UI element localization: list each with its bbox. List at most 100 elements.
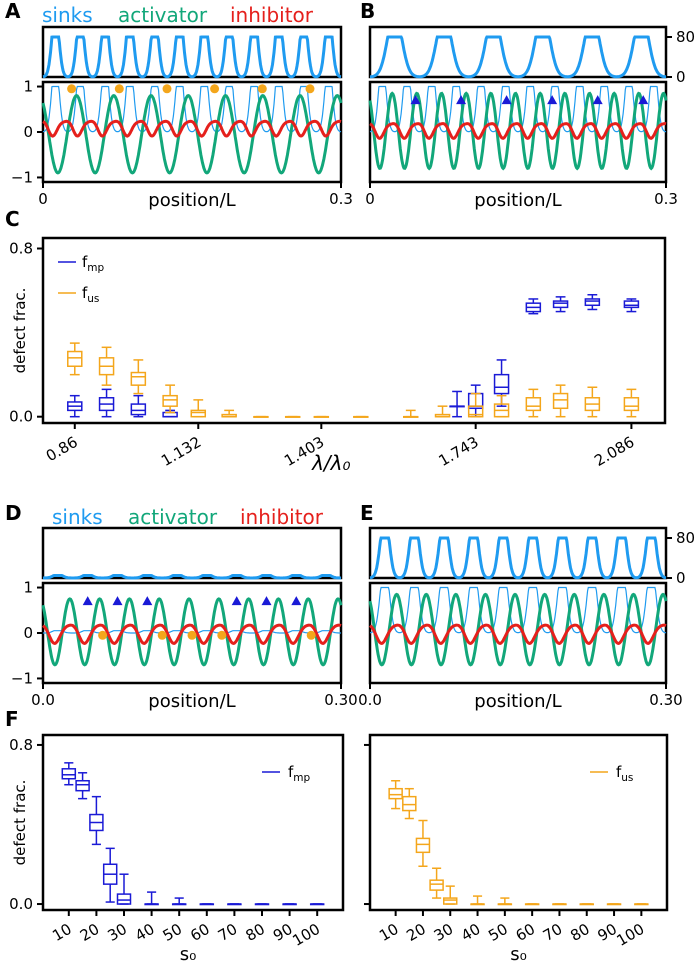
marker-dot-d [306,630,316,640]
x-tick-label-fr: 70 [540,920,566,945]
x-axis-label-e: position/L [474,691,561,712]
box-f-us [403,409,419,418]
sinks-y-tick-label-b: 80 [676,28,695,46]
panel-f-right-legend: fus [590,763,633,784]
x-tick-label-fl: 70 [215,920,241,945]
box-f-us [552,384,569,418]
box-f-mp [171,897,187,906]
box-f-us [470,895,485,906]
legend-inhibitor-d: inhibitor [240,505,324,529]
panel-letter-f: F [5,707,19,731]
sinks-line-e [369,536,667,580]
y-tick-label-fl: 0.8 [9,736,33,754]
sinks-y-tick-label-e: 0 [676,569,686,587]
box-f-us [162,384,178,414]
legend-inhibitor-a: inhibitor [230,3,314,27]
y-tick-label-a: 1 [23,78,33,96]
box-f-us [434,405,451,418]
x-tick-label-fl: 40 [132,920,158,945]
y-tick-label-d: 1 [23,579,33,597]
box-f-mp [144,891,159,906]
x-tick-label-c: 1.743 [435,433,481,470]
box-f-mp [130,394,147,418]
box-f-mp [623,298,640,313]
box-f-mp [89,795,104,846]
y-axis-label-fl: defect frac. [11,780,29,866]
box-body [525,397,542,412]
panel-c-boxes [67,294,640,418]
box-f-us [253,415,269,418]
x-tick-label-fr: 80 [567,920,593,945]
panel-letter-e: E [360,501,374,525]
x-tick-label-fl: 20 [77,920,103,945]
marker-dot-a [305,84,315,94]
inhibitor-line-b [369,122,667,140]
y-tick-label-a: −1 [11,168,33,186]
legend-label-us: fus [82,284,99,305]
box-body [116,893,132,905]
box-f-us [467,392,484,418]
x-tick-label-fl: 60 [187,920,213,945]
panel-letter-c: C [5,207,20,231]
panel-e-sinks-series [369,536,667,580]
x-tick-label-fr: 100 [614,920,648,950]
box-f-mp [449,390,465,418]
box-body [75,779,90,792]
x-axis-label-fl: s₀ [180,944,197,965]
x-tick-label-a: 0 [38,190,48,208]
box-f-us [353,415,369,418]
box-f-mp [552,296,569,313]
x-tick-label-fr: 50 [485,920,511,945]
box-f-us [388,779,403,810]
box-f-us [429,867,444,899]
box-f-us [552,903,567,906]
box-body [493,373,510,395]
legend-label-us-fr: fus [616,763,633,784]
panel-b-axes: 0 0.3 position/L 80 0 [365,28,695,211]
sinks-scaled-line-e [369,586,667,634]
box-body [130,403,147,416]
marker-triangle-d [82,596,93,606]
box-f-us [313,415,330,418]
x-axis-label-b: position/L [474,190,561,211]
panel-f-right-boxes [388,779,649,906]
panel-a-axes: 0 0.3 position/L 1 0 −1 [11,78,353,211]
marker-dot-d [187,630,197,640]
box-f-mp [309,903,325,906]
marker-dot-a [162,84,172,94]
box-f-us [493,394,510,418]
y-tick-label-d: −1 [11,669,33,687]
box-f-us [190,399,207,418]
legend-activator-d: activator [128,505,218,529]
box-body [415,837,431,854]
box-f-mp [116,873,132,905]
legend-activator-a: activator [118,3,208,27]
marker-triangle-d [142,596,153,606]
box-f-mp [227,903,242,906]
x-tick-label-fr: 10 [376,920,402,945]
sinks-y-tick-label-e: 80 [676,529,695,547]
box-body [190,409,207,418]
box-body [402,795,417,812]
box-body [388,787,403,800]
x-tick-label-fr: 40 [458,920,484,945]
box-body [443,897,458,905]
panel-e: 0.0 0.30 position/L 80 0 [358,526,695,712]
legend-sinks-d: sinks [52,505,103,529]
box-f-us [130,359,147,395]
box-f-mp [98,388,115,418]
panel-f-left-frame [41,733,345,912]
panel-d-axes: 0.0 0.30 position/L 1 0 −1 [11,579,358,712]
x-tick-label-fr: 20 [403,920,429,945]
marker-dot-a [257,84,267,94]
y-tick-label-d: 0 [23,624,33,642]
y-tick-label-a: 0 [23,123,33,141]
box-body [552,300,569,309]
marker-dot-a [67,84,77,94]
box-body [552,392,569,410]
